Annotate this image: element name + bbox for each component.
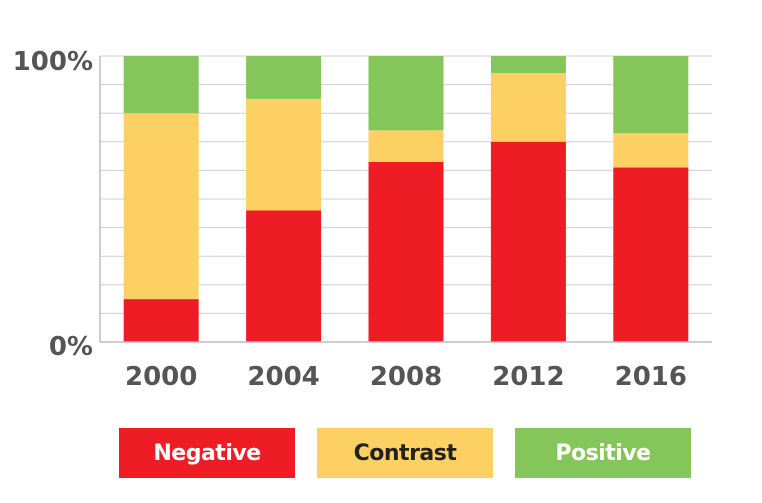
bars xyxy=(123,56,689,342)
bar-segment-negative-2000 xyxy=(123,299,199,342)
bar-segment-contrast-2004 xyxy=(246,98,322,211)
bar-segment-contrast-2008 xyxy=(368,130,444,162)
x-tick-label-2008: 2008 xyxy=(370,362,442,392)
axes xyxy=(99,56,712,343)
x-tick-label-2004: 2004 xyxy=(247,362,319,392)
legend-item-contrast: Contrast xyxy=(317,428,493,478)
bar-segment-negative-2008 xyxy=(368,161,444,342)
bar-segment-contrast-2016 xyxy=(613,133,689,168)
x-tick-label-2016: 2016 xyxy=(615,362,687,392)
bar-segment-positive-2000 xyxy=(123,56,199,114)
legend-label-positive: Positive xyxy=(555,440,651,466)
bar-segment-positive-2012 xyxy=(490,56,566,74)
bar-segment-contrast-2012 xyxy=(490,73,566,142)
bar-segment-negative-2016 xyxy=(613,167,689,342)
bar-segment-positive-2008 xyxy=(368,56,444,131)
bar-segment-contrast-2000 xyxy=(123,113,199,300)
bar-segment-positive-2004 xyxy=(246,56,322,99)
legend-label-contrast: Contrast xyxy=(353,440,457,466)
x-tick-label-2000: 2000 xyxy=(125,362,197,392)
legend-item-negative: Negative xyxy=(119,428,295,478)
bar-segment-positive-2016 xyxy=(613,56,689,134)
y-tick-label-top: 100% xyxy=(13,47,93,77)
legend-label-negative: Negative xyxy=(153,440,261,466)
bar-segment-negative-2004 xyxy=(246,210,322,342)
y-tick-label-bottom: 0% xyxy=(49,332,93,362)
bar-segment-negative-2012 xyxy=(490,141,566,342)
x-tick-label-2012: 2012 xyxy=(492,362,564,392)
category-labels: 2000 2004 2008 2012 2016 xyxy=(125,362,687,392)
legend-item-positive: Positive xyxy=(515,428,691,478)
